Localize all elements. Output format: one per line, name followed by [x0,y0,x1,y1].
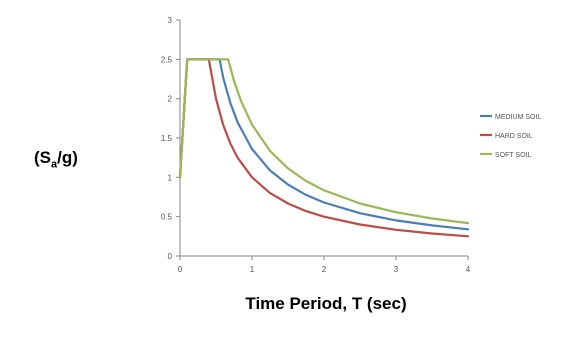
x-tick-label: 0 [178,265,183,274]
x-tick-label: 3 [394,265,399,274]
y-tick-label: 3 [168,16,173,25]
legend-label: MEDIUM SOIL [495,114,541,121]
y-tick-label: 0.5 [161,213,173,222]
y-tick-label: 1.5 [161,134,173,143]
y-tick-label: 0 [168,252,173,261]
legend-label: HARD SOIL [495,133,533,140]
series-line-medium-soil [178,58,470,231]
plot-area: 0 0.5 1 1.5 2 2.5 3 0 1 2 3 4 [161,16,471,274]
y-tick-label: 2.5 [161,55,173,64]
y-axis-label: (Sa/g) [34,148,78,170]
legend-label: SOFT SOIL [495,152,532,159]
x-tick-label: 2 [322,265,327,274]
y-axis-label-subscript: a [51,158,58,171]
y-axis-label-prefix: (S [34,148,51,167]
legend: MEDIUM SOIL HARD SOIL SOFT SOIL [480,114,541,159]
y-tick-label: 2 [168,95,173,104]
y-axis-label-suffix: /g) [57,148,78,167]
series-line-hard-soil [178,58,470,238]
x-tick-label: 1 [250,265,255,274]
y-tick-label: 1 [168,173,173,182]
series-line-soft-soil [178,58,470,225]
x-tick-label: 4 [466,265,471,274]
x-axis-label: Time Period, T (sec) [245,294,407,313]
